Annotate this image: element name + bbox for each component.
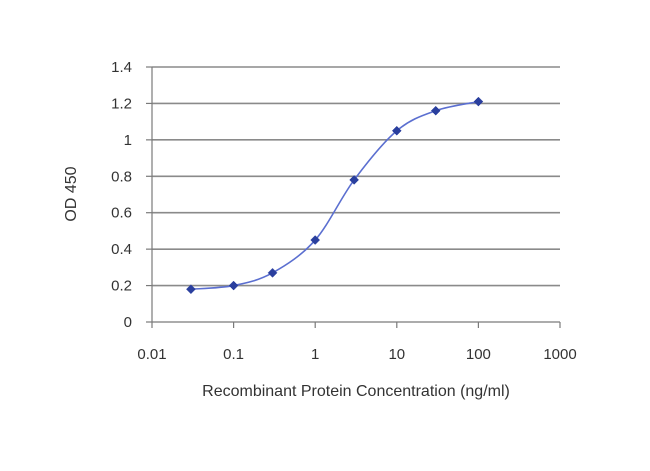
y-tick-label: 1.2 xyxy=(111,95,132,112)
markers xyxy=(186,96,484,295)
data-point xyxy=(228,280,239,291)
x-axis-title: Recombinant Protein Concentration (ng/ml… xyxy=(202,383,510,400)
axes xyxy=(146,66,561,328)
x-tick-label: 0.1 xyxy=(223,346,244,363)
data-point xyxy=(391,125,402,136)
gridlines xyxy=(152,66,560,287)
y-tick-label: 0.8 xyxy=(111,168,132,185)
y-tick-label: 0.2 xyxy=(111,278,132,295)
x-tick-label: 1 xyxy=(311,346,319,363)
y-tick-label: 0.6 xyxy=(111,205,132,222)
data-point xyxy=(310,235,321,245)
y-axis-title: OD 450 xyxy=(63,166,80,221)
x-tick-label: 10 xyxy=(388,346,405,363)
tick-labels: 0 0.2 0.4 0.6 0.8 1 1.2 1.4 0.01 0.1 1 10 100 1000 xyxy=(111,59,577,363)
series-line xyxy=(190,100,479,291)
y-tick-label: 0.4 xyxy=(111,241,132,258)
y-tick-label: 0 xyxy=(124,314,132,331)
data-point xyxy=(349,175,359,185)
curve-layer xyxy=(190,100,479,291)
y-tick-label: 1 xyxy=(124,132,132,149)
data-point xyxy=(186,284,196,295)
x-tick-label: 0.01 xyxy=(137,346,166,363)
x-tick-label: 1000 xyxy=(543,346,576,363)
data-point xyxy=(430,105,441,116)
y-tick-label: 1.4 xyxy=(111,59,132,76)
data-point xyxy=(473,96,484,107)
x-tick-label: 100 xyxy=(466,346,491,363)
data-point xyxy=(267,267,278,278)
